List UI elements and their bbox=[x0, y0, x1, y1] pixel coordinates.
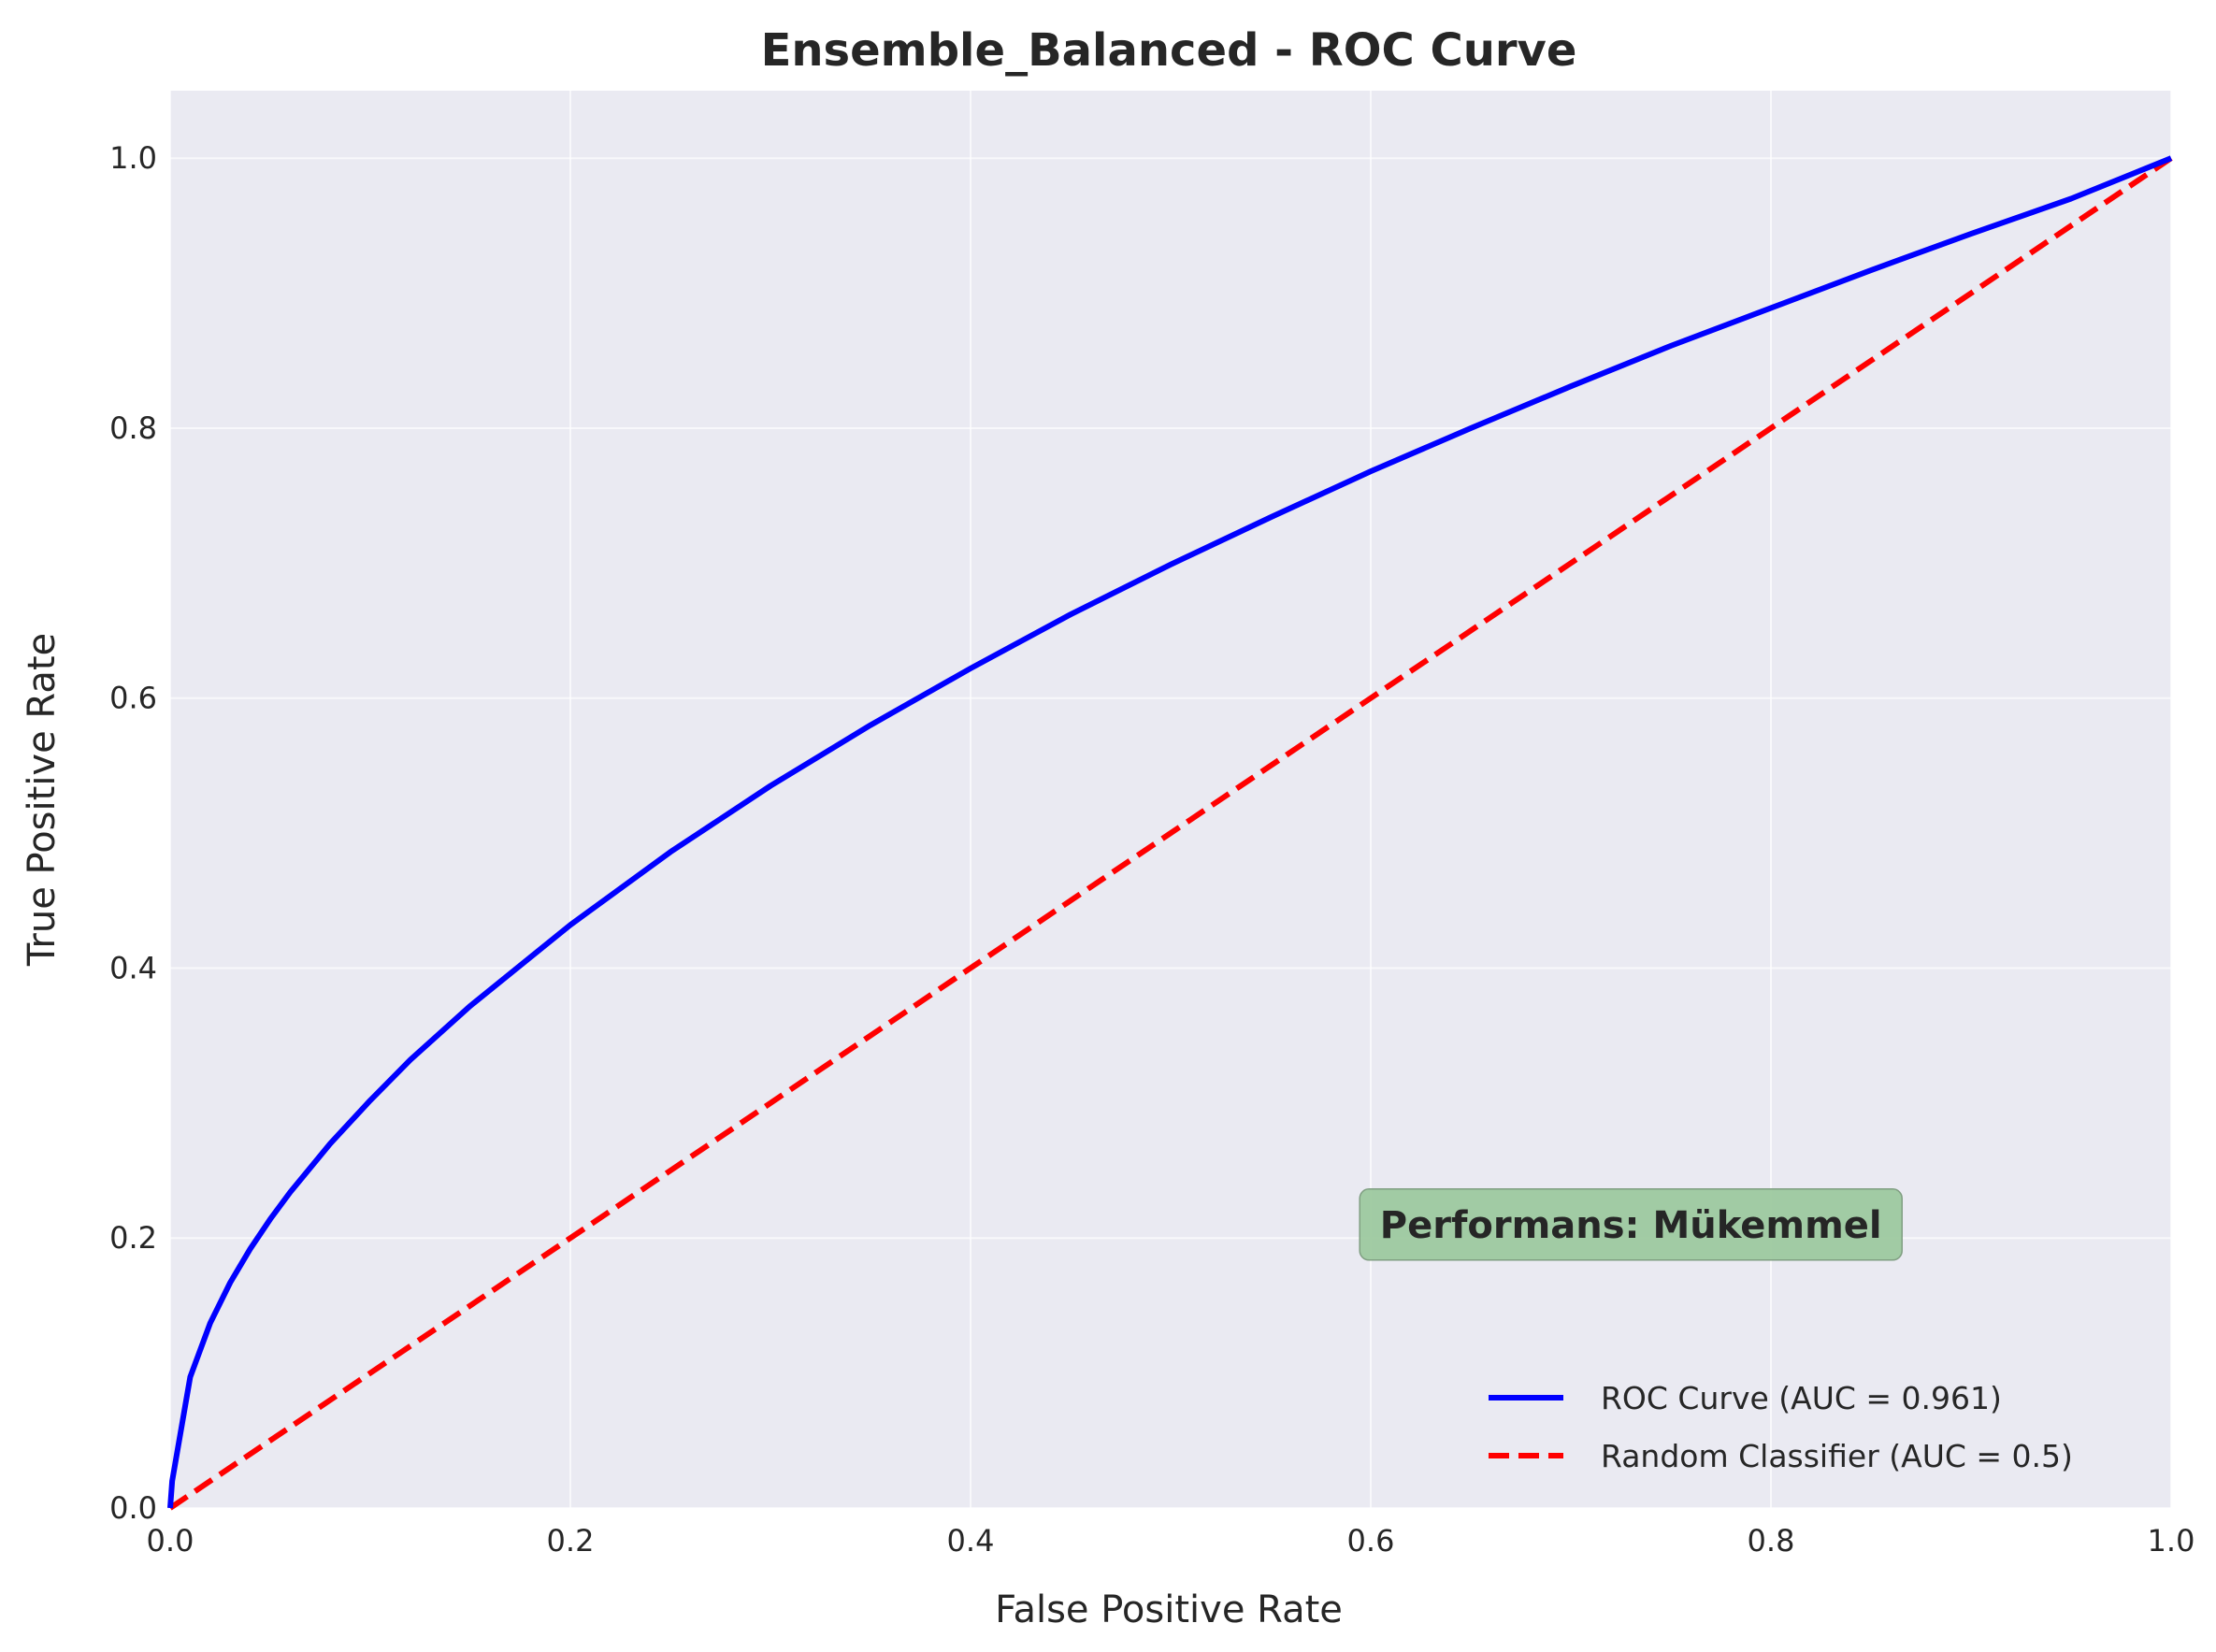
x-axis-label: False Positive Rate bbox=[995, 1588, 1343, 1631]
legend-label-1: Random Classifier (AUC = 0.5) bbox=[1601, 1438, 2073, 1474]
y-tick-label: 1.0 bbox=[109, 140, 157, 176]
plot-area bbox=[170, 91, 2171, 1508]
x-tick-label: 0.6 bbox=[1347, 1523, 1395, 1559]
legend-label-0: ROC Curve (AUC = 0.961) bbox=[1601, 1380, 2002, 1416]
y-tick-label: 0.8 bbox=[109, 410, 157, 446]
x-tick-label: 0.2 bbox=[547, 1523, 595, 1559]
x-tick-label: 0.8 bbox=[1748, 1523, 1795, 1559]
y-tick-label: 0.0 bbox=[109, 1490, 157, 1526]
y-axis-label: True Positive Rate bbox=[21, 633, 64, 967]
series-line-0 bbox=[167, 155, 2173, 1509]
annotation-box bbox=[1359, 1188, 1903, 1261]
x-tick-label: 1.0 bbox=[2148, 1523, 2195, 1559]
performance-annotation: Performans: Mükemmel bbox=[1359, 1188, 1903, 1261]
annotation-text: Performans: Mükemmel bbox=[1380, 1204, 1882, 1247]
ticks: 0.0 0.2 0.4 0.6 0.8 1.0 0.0 0.2 0.4 0.6 0.8 1.0 bbox=[109, 140, 2194, 1559]
grid bbox=[169, 91, 2172, 1509]
x-tick-label: 0.0 bbox=[147, 1523, 194, 1559]
y-tick-label: 0.2 bbox=[109, 1220, 157, 1256]
series-line-1 bbox=[168, 155, 2173, 1511]
y-tick-label: 0.4 bbox=[109, 950, 157, 985]
y-tick-label: 0.6 bbox=[109, 681, 157, 716]
x-tick-label: 0.4 bbox=[947, 1523, 995, 1559]
series-layer bbox=[167, 155, 2173, 1511]
chart-title: Ensemble_Balanced - ROC Curve bbox=[761, 24, 1577, 77]
legend: ROC Curve (AUC = 0.961) Random Classifier… bbox=[1489, 1380, 2073, 1474]
